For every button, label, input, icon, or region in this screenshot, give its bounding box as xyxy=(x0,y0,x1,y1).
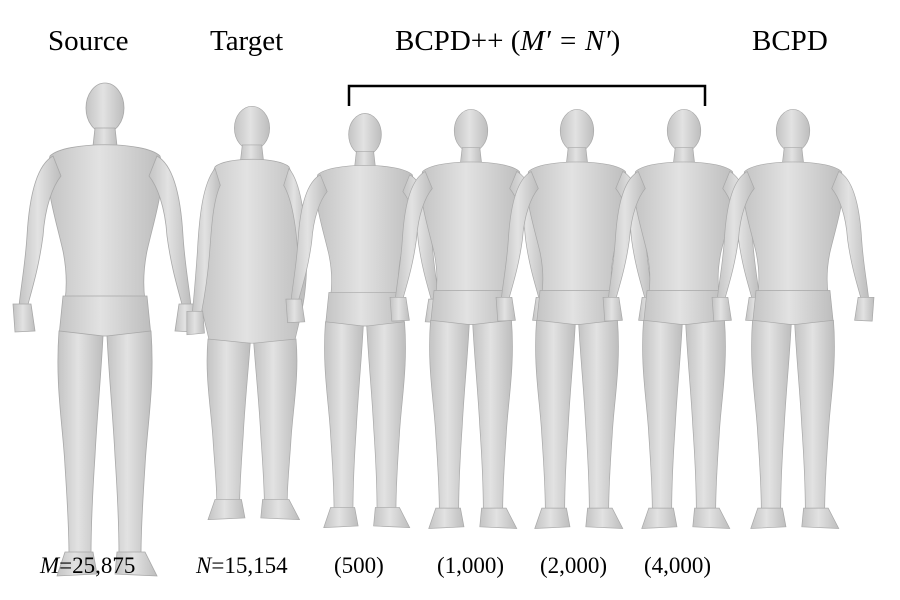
caption-bcpdpp-500: (500) xyxy=(334,553,384,578)
title-bcpdpp: BCPD++ (M′ = N′) xyxy=(395,25,620,58)
figure-bcpdpp-1000 xyxy=(389,109,553,529)
title-bcpdpp-math: M′ = N′ xyxy=(520,25,611,57)
caption-target-value: =15,154 xyxy=(211,553,288,578)
title-bcpdpp-prefix: BCPD++ ( xyxy=(395,25,521,57)
caption-source-var: M xyxy=(40,553,60,578)
caption-source: M=25,875 xyxy=(40,553,135,579)
caption-target-var: N xyxy=(196,553,212,578)
figure-bcpdpp-4000 xyxy=(602,109,766,529)
caption-bcpdpp-1000: (1,000) xyxy=(437,553,505,578)
caption-source-value: =25,875 xyxy=(59,553,136,578)
title-bcpd: BCPD xyxy=(752,25,828,57)
figure-bcpdpp-2000 xyxy=(495,109,659,529)
title-source: Source xyxy=(48,25,129,57)
caption-target: N=15,154 xyxy=(196,553,288,579)
bcpdpp-bracket xyxy=(347,84,707,106)
figure-bcpd xyxy=(711,109,875,529)
title-target: Target xyxy=(210,25,284,57)
figure-source xyxy=(12,82,198,577)
title-bcpdpp-suffix: ) xyxy=(610,25,621,57)
caption-bcpdpp-2000: (2,000) xyxy=(540,553,608,578)
caption-bcpdpp-4000: (4,000) xyxy=(644,553,712,578)
